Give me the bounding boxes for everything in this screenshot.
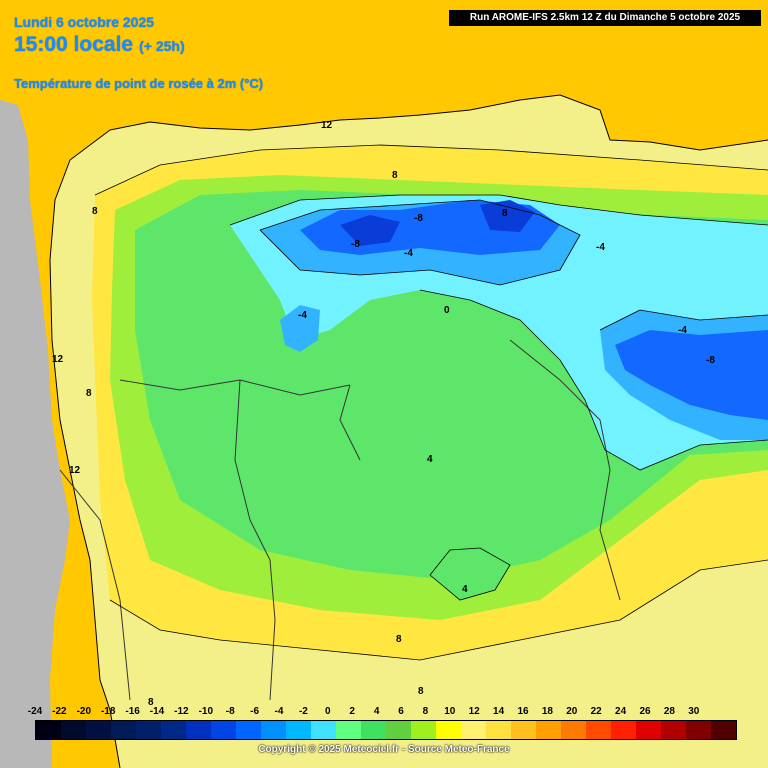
legend-swatch [511, 721, 536, 739]
local-time: 15:00 locale [14, 33, 134, 56]
contour-label: -8 [414, 213, 423, 224]
legend-tick-labels: -24 -22 -20 -18 -16 -14 -12 -10 -8 -6 -4 -2 0 2 4 6 8 10 1… [14, 706, 754, 720]
legend-tick: 16 [517, 706, 529, 717]
legend-swatch [186, 721, 211, 739]
contour-label: -8 [351, 239, 360, 250]
legend-swatch [336, 721, 361, 739]
legend-swatch [411, 721, 436, 739]
sky-blob-west [280, 305, 320, 352]
legend-tick: 30 [688, 706, 700, 717]
legend-swatch [586, 721, 611, 739]
legend-tick: 20 [566, 706, 578, 717]
contour-label: -4 [596, 242, 605, 253]
grey-landmass [0, 100, 70, 768]
legend-swatch [686, 721, 711, 739]
contour-label: 8 [86, 388, 92, 399]
color-legend [35, 720, 737, 740]
parameter-title: Température de point de rosée à 2m (°C) [14, 76, 264, 91]
legend-swatch [636, 721, 661, 739]
contour-label: 4 [462, 584, 468, 595]
legend-swatch [311, 721, 336, 739]
legend-tick: 4 [373, 706, 380, 717]
legend-tick: 12 [468, 706, 480, 717]
contour-label: -8 [706, 355, 715, 366]
legend-tick: 14 [493, 706, 505, 717]
legend-tick: 10 [444, 706, 456, 717]
legend-tick: -22 [52, 706, 67, 717]
contour-label: -4 [678, 325, 687, 336]
legend-tick: 8 [422, 706, 429, 717]
legend-swatch [711, 721, 736, 739]
deep-blue-north-2 [480, 200, 535, 232]
legend-swatch [161, 721, 186, 739]
coastline [109, 94, 768, 151]
legend-swatch [486, 721, 511, 739]
legend-swatch [386, 721, 411, 739]
legend-swatch [111, 721, 136, 739]
legend-swatch [236, 721, 261, 739]
legend-tick: -12 [174, 706, 189, 717]
border-line [59, 339, 621, 701]
contour-label: 8 [92, 206, 98, 217]
run-info-banner: Run AROME-IFS 2.5km 12 Z du Dimanche 5 o… [449, 10, 761, 26]
legend-swatch [211, 721, 236, 739]
legend-tick: 0 [325, 706, 331, 717]
legend-tick: 6 [398, 706, 404, 717]
legend-swatch [36, 721, 61, 739]
legend-swatch [461, 721, 486, 739]
green-blob-south [430, 548, 510, 600]
legend-tick: -8 [225, 706, 235, 717]
legend-swatch [611, 721, 636, 739]
legend-tick: 24 [615, 706, 627, 717]
contour-label: 12 [52, 354, 64, 365]
legend-tick: 22 [590, 706, 602, 717]
contour-label: 8 [392, 170, 398, 181]
legend-tick: 28 [663, 706, 675, 717]
contour-label: 12 [321, 120, 333, 131]
deep-blue-north [340, 215, 400, 246]
legend-tick: 26 [639, 706, 651, 717]
legend-tick: 2 [349, 706, 355, 717]
legend-tick: -18 [100, 706, 116, 717]
west-coastline [49, 129, 121, 768]
blue-zone-east [615, 330, 768, 420]
legend-swatch [436, 721, 461, 739]
legend-swatch [536, 721, 561, 739]
legend-swatch [61, 721, 86, 739]
legend-swatch [136, 721, 161, 739]
contour-label: 4 [427, 454, 433, 465]
contour-label: 8 [396, 634, 402, 645]
contour-label: -4 [404, 248, 413, 259]
legend-tick: -6 [250, 706, 260, 717]
contour-label: 12 [69, 465, 81, 476]
forecast-date: Lundi 6 octobre 2025 [14, 14, 155, 30]
legend-swatch [86, 721, 111, 739]
forecast-time: 15:00 locale (+ 25h) [14, 33, 185, 57]
legend-tick: -16 [125, 706, 140, 717]
legend-tick: -20 [76, 706, 92, 717]
legend-swatch [561, 721, 586, 739]
contour-lines [94, 144, 768, 661]
contour-label: 0 [444, 305, 450, 316]
legend-tick: -24 [27, 706, 43, 717]
contour-label: 8 [502, 208, 508, 219]
legend-swatch [661, 721, 686, 739]
lead-time: (+ 25h) [139, 38, 185, 54]
legend-tick: 18 [541, 706, 553, 717]
legend-swatch [361, 721, 386, 739]
contour-label: 8 [148, 697, 154, 708]
legend-tick: -4 [274, 706, 284, 717]
legend-tick: -14 [149, 706, 165, 717]
legend-tick: -2 [298, 706, 308, 717]
legend-tick: -10 [198, 706, 214, 717]
copyright-text: Copyright © 2025 Meteociel.fr - Source M… [258, 744, 510, 755]
contour-label: 8 [418, 686, 424, 697]
legend-swatch [286, 721, 311, 739]
legend-swatch [261, 721, 286, 739]
contour-label: -4 [298, 310, 307, 321]
